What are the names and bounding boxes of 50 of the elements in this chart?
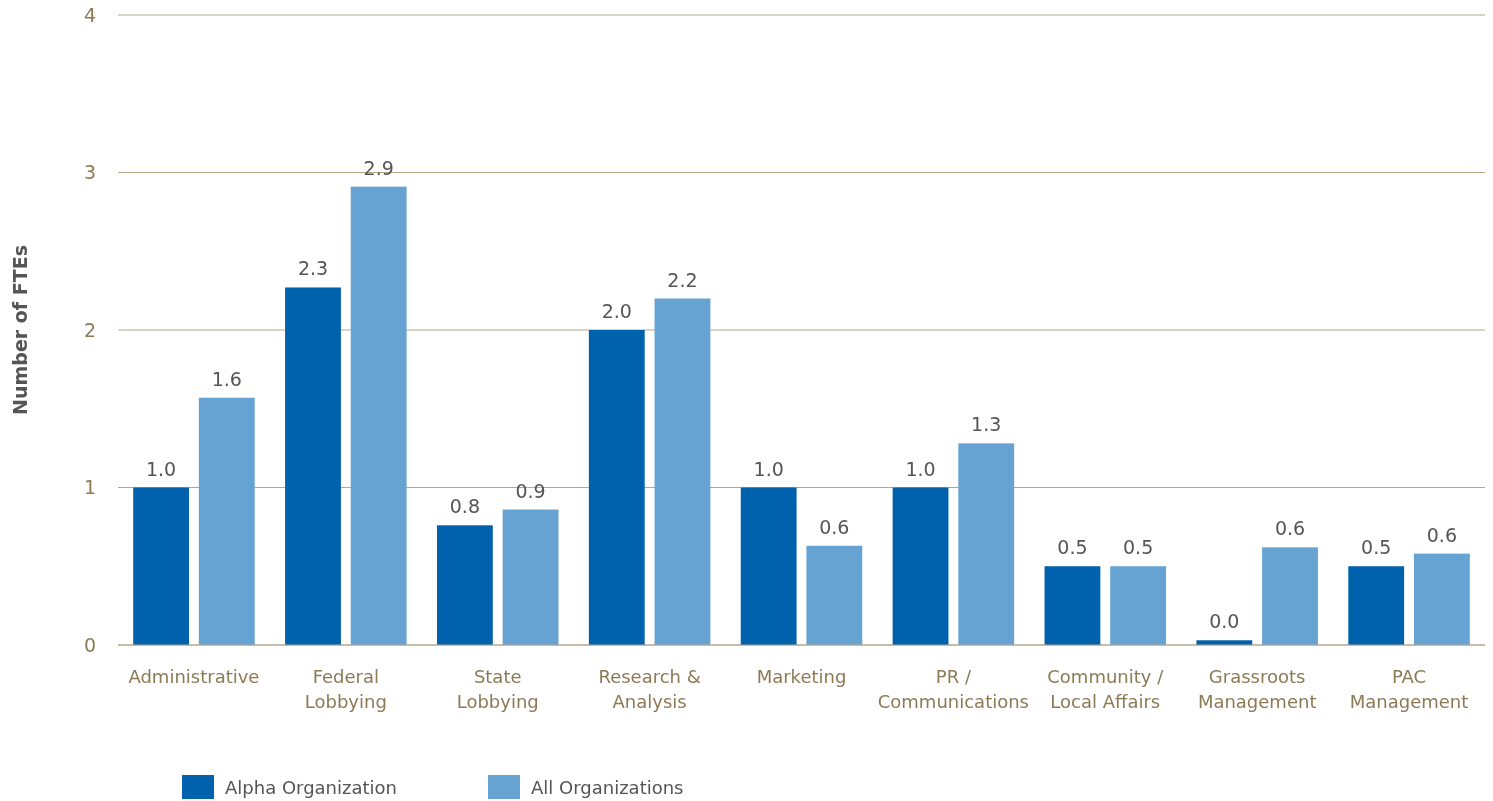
bar [1110,566,1167,645]
data-label: 0.6 [1426,523,1458,546]
data-label: 1.0 [905,457,936,480]
data-label: 1.3 [971,413,1002,436]
bar [740,487,797,645]
data-label: 1.6 [211,367,242,390]
x-tick-label: Research & Analysis [598,666,701,712]
bar [1044,566,1101,645]
x-tick-label: Community / Local Affairs [1047,666,1165,712]
legend-label: Alpha Organization [225,777,397,798]
data-label: 1.0 [753,457,784,480]
bar [133,487,190,645]
bar [588,330,645,645]
y-axis-title: Number of FTEs [9,245,31,415]
x-tick-label: PR / Communications [877,666,1030,712]
data-label: 0.6 [819,515,850,538]
data-label: 2.3 [297,257,329,280]
data-label: 0.5 [1057,536,1088,559]
x-tick-label: Marketing [756,666,847,687]
legend-label: All Organizations [531,777,684,798]
y-tick-label: 3 [83,161,96,184]
data-label: 0.8 [449,495,480,518]
data-label: 1.0 [145,457,177,480]
bar [350,186,407,645]
bar [436,525,493,645]
bar [958,443,1015,645]
x-tick-label: Grassroots Management [1197,666,1317,712]
x-tick-label: PAC Management [1349,666,1469,712]
y-tick-label: 2 [83,318,96,341]
data-label: 0.5 [1361,536,1392,559]
data-label: 0.0 [1209,610,1240,633]
bar [1262,547,1318,645]
bar [1348,566,1405,645]
bar [198,397,255,645]
bar [1413,553,1470,645]
y-tick-label: 0 [83,633,96,656]
bar [285,287,341,645]
x-tick-label: Administrative [128,666,260,687]
data-label: 0.6 [1274,517,1306,540]
bar [654,298,711,645]
x-tick-label: State Lobbying [456,666,539,712]
x-tick-label: Federal Lobbying [304,666,387,712]
bar [892,487,949,645]
bar [806,545,863,645]
data-label: 0.5 [1123,536,1154,559]
y-tick-label: 1 [83,476,96,499]
data-label: 2.2 [667,268,698,291]
y-tick-label: 4 [83,3,96,26]
bar [502,509,559,645]
data-label: 2.0 [601,300,632,322]
